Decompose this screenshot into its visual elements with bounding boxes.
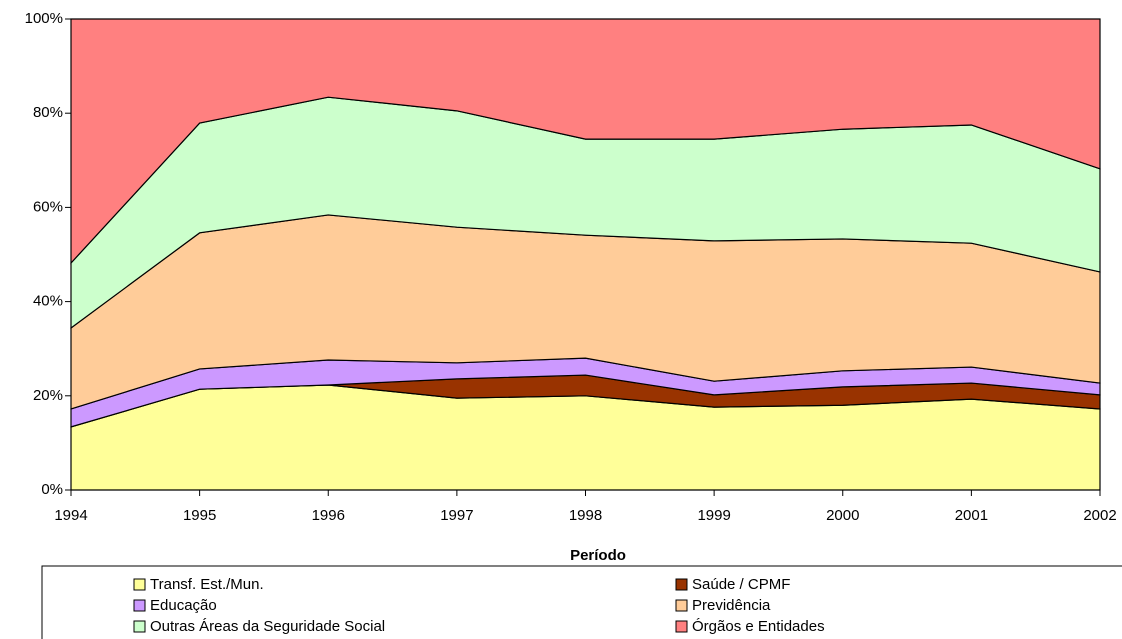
x-tick-label: 2001 xyxy=(955,507,988,524)
legend-swatch xyxy=(133,578,146,591)
legend-label: Saúde / CPMF xyxy=(692,576,790,593)
legend-swatch xyxy=(675,599,688,612)
legend-box xyxy=(41,565,1122,639)
legend-label: Transf. Est./Mun. xyxy=(150,576,264,593)
y-tick-label: 20% xyxy=(33,387,63,404)
y-tick-label: 0% xyxy=(41,481,63,498)
legend-label: Outras Áreas da Seguridade Social xyxy=(150,618,385,635)
x-tick-label: 1998 xyxy=(569,507,602,524)
x-tick-label: 1994 xyxy=(54,507,87,524)
legend-swatch xyxy=(675,620,688,633)
area xyxy=(70,18,1101,265)
x-tick-label: 1996 xyxy=(312,507,345,524)
y-tick-label: 40% xyxy=(33,293,63,310)
legend-swatch xyxy=(133,599,146,612)
legend-label: Órgãos e Entidades xyxy=(692,618,825,635)
x-tick-label: 1995 xyxy=(183,507,216,524)
legend-label: Educação xyxy=(150,597,217,614)
x-tick-label: 1999 xyxy=(697,507,730,524)
legend-label: Previdência xyxy=(692,597,771,614)
x-tick-label: 1997 xyxy=(440,507,473,524)
legend-swatch xyxy=(675,578,688,591)
y-tick-label: 100% xyxy=(25,10,63,27)
legend-swatch xyxy=(133,620,146,633)
y-tick-label: 60% xyxy=(33,198,63,215)
x-tick-label: 2002 xyxy=(1083,507,1116,524)
x-axis-title: Período xyxy=(570,547,626,564)
x-tick-label: 2000 xyxy=(826,507,859,524)
y-tick-label: 80% xyxy=(33,104,63,121)
